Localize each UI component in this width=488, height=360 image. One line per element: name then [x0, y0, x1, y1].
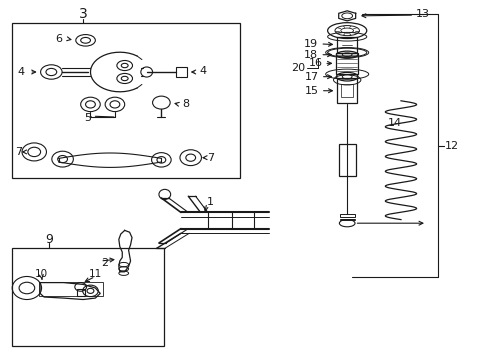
Bar — [12, 23, 239, 178]
Bar — [77, 289, 84, 296]
Text: 4: 4 — [17, 67, 24, 77]
Text: 1: 1 — [206, 197, 213, 207]
Text: 5: 5 — [84, 113, 91, 123]
Text: 20: 20 — [291, 63, 305, 73]
Text: 14: 14 — [387, 118, 401, 128]
Text: 9: 9 — [45, 233, 53, 246]
Bar — [12, 248, 163, 346]
Bar — [39, 282, 102, 296]
Text: 4: 4 — [199, 66, 206, 76]
Bar — [339, 214, 354, 217]
Text: 6: 6 — [55, 34, 62, 44]
Bar — [337, 78, 356, 103]
Bar — [176, 67, 186, 77]
Text: 2: 2 — [102, 258, 108, 268]
Text: 3: 3 — [79, 8, 87, 21]
Text: 11: 11 — [88, 269, 102, 279]
Bar — [336, 53, 357, 74]
Text: 7: 7 — [15, 147, 22, 157]
Text: 12: 12 — [444, 141, 458, 151]
Text: 13: 13 — [415, 9, 429, 19]
Text: 16: 16 — [308, 58, 322, 68]
Bar — [338, 144, 355, 176]
Text: 8: 8 — [182, 99, 189, 109]
Text: 7: 7 — [206, 153, 213, 163]
Text: 18: 18 — [303, 50, 317, 60]
Bar — [341, 84, 352, 97]
Text: 19: 19 — [303, 39, 317, 49]
Text: 17: 17 — [305, 72, 318, 82]
Text: 15: 15 — [305, 86, 318, 96]
Text: 10: 10 — [35, 269, 48, 279]
Bar — [337, 37, 356, 53]
